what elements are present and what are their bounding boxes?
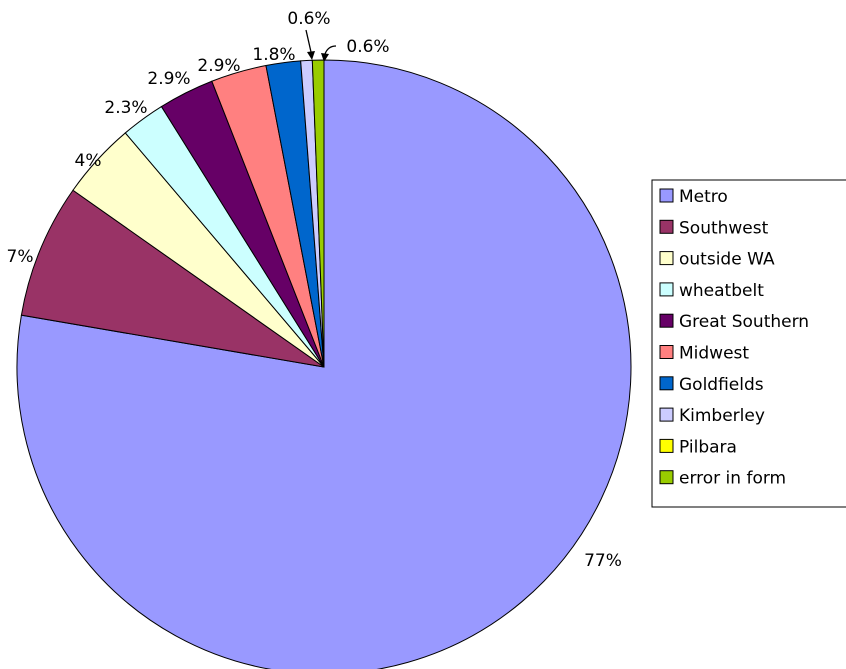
legend-label-southwest: Southwest bbox=[679, 218, 769, 238]
legend-swatch-error-in-form bbox=[659, 470, 674, 485]
slice-label-wheatbelt: 2.3% bbox=[104, 98, 147, 118]
slice-label-midwest: 2.9% bbox=[197, 56, 240, 76]
slice-label-metro: 77% bbox=[584, 551, 622, 571]
legend-label-goldfields: Goldfields bbox=[679, 375, 764, 395]
legend-label-pilbara: Pilbara bbox=[679, 437, 737, 457]
slice-label-error-in-form: 0.6% bbox=[346, 37, 389, 57]
leader-error-in-form-head bbox=[321, 53, 329, 62]
legend-label-wheatbelt: wheatbelt bbox=[679, 281, 764, 301]
legend-swatch-pilbara bbox=[659, 438, 674, 453]
leader-kimberley bbox=[305, 29, 312, 53]
slice-label-outside-wa: 4% bbox=[75, 151, 102, 171]
legend-label-outside-wa: outside WA bbox=[679, 250, 775, 270]
legend-swatch-wheatbelt bbox=[659, 282, 674, 297]
legend-swatch-great-southern bbox=[659, 313, 674, 328]
slice-label-goldfields: 1.8% bbox=[252, 45, 295, 65]
leader-error-in-form bbox=[324, 45, 337, 55]
legend-swatch-outside-wa bbox=[659, 251, 674, 266]
slice-label-great-southern: 2.9% bbox=[147, 69, 190, 89]
legend-label-error-in-form: error in form bbox=[679, 469, 786, 489]
pie-slice-southwest bbox=[20, 189, 325, 368]
legend-swatch-kimberley bbox=[659, 407, 674, 422]
leader-kimberley-head bbox=[307, 51, 315, 60]
slice-labels: 77%7%4%2.3%2.9%2.9%1.8%0.6%0.6% bbox=[7, 9, 622, 571]
legend-swatch-midwest bbox=[659, 345, 674, 359]
legend-swatch-metro bbox=[659, 188, 674, 203]
legend: Metro Southwest outside WA wheatbelt Great S… bbox=[651, 179, 846, 508]
legend-label-kimberley: Kimberley bbox=[679, 406, 765, 426]
legend-label-midwest: Midwest bbox=[679, 344, 749, 364]
slice-label-southwest: 7% bbox=[7, 247, 34, 267]
pie-slices bbox=[16, 59, 632, 669]
legend-swatch-goldfields bbox=[659, 376, 674, 391]
legend-label-great-southern: Great Southern bbox=[679, 312, 809, 332]
slice-label-kimberley: 0.6% bbox=[287, 9, 330, 29]
label-leader-lines bbox=[305, 29, 337, 62]
legend-label-metro: Metro bbox=[679, 187, 728, 207]
legend-frame bbox=[651, 179, 846, 508]
legend-swatch-southwest bbox=[659, 219, 674, 234]
